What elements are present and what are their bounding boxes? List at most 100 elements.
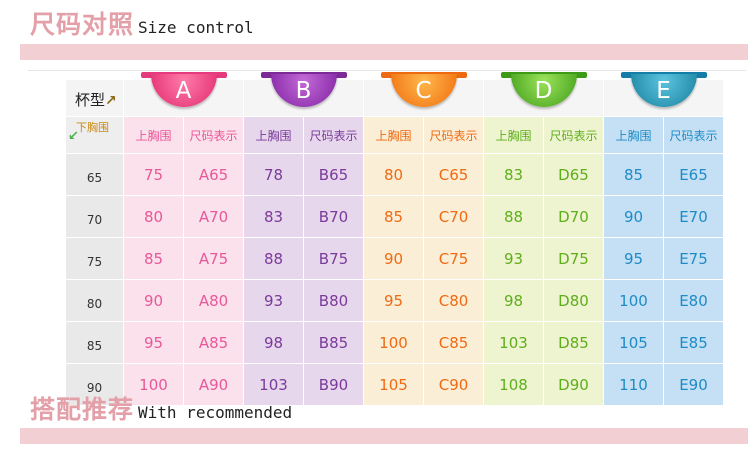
recommended-title-cn: 搭配推荐	[30, 395, 135, 424]
bust-value-c: 95	[363, 279, 424, 322]
size-label-a: 尺码表示	[183, 116, 244, 154]
size-code-a: A70	[183, 195, 244, 238]
bust-value-b: 98	[243, 321, 304, 364]
section-divider-band	[20, 428, 748, 444]
size-code-a: A75	[183, 237, 244, 280]
bust-value-e: 100	[603, 279, 664, 322]
cup-header-a: A	[123, 72, 244, 117]
cup-header-c: C	[363, 72, 484, 117]
cup-badge-a: A	[150, 74, 217, 107]
table-row: 85 95 A85 98 B85 100 C85 103 D85 105 E85	[65, 321, 724, 364]
arrow-down-left-icon: ↙	[68, 129, 79, 144]
cup-letter-c: C	[415, 77, 432, 104]
table-row: 80 90 A80 93 B80 95 C80 98 D80 100 E80	[65, 279, 724, 322]
bust-value-c: 85	[363, 195, 424, 238]
bust-value-d: 83	[483, 153, 544, 196]
table-row: 75 85 A75 88 B75 90 C75 93 D75 95 E75	[65, 237, 724, 280]
size-code-b: B70	[303, 195, 364, 238]
cup-letter-b: B	[295, 77, 312, 104]
size-code-c: C70	[423, 195, 484, 238]
table-row: 90 100 A90 103 B90 105 C90 108 D90 110 E…	[65, 363, 724, 406]
size-code-a: A65	[183, 153, 244, 196]
cup-letter-a: A	[175, 77, 192, 104]
size-code-a: A80	[183, 279, 244, 322]
cup-header-d: D	[483, 72, 604, 117]
section-divider-band	[20, 44, 748, 60]
underbust-value: 80	[65, 279, 124, 322]
size-code-d: D90	[543, 363, 604, 406]
size-code-b: B80	[303, 279, 364, 322]
underbust-value: 85	[65, 321, 124, 364]
underbust-label: 下胸围	[76, 121, 109, 134]
size-label-e: 尺码表示	[663, 116, 724, 154]
size-code-e: E70	[663, 195, 724, 238]
bust-value-d: 93	[483, 237, 544, 280]
size-code-c: C65	[423, 153, 484, 196]
divider-line	[28, 70, 746, 71]
bust-value-c: 105	[363, 363, 424, 406]
size-code-c: C80	[423, 279, 484, 322]
bust-value-a: 80	[123, 195, 184, 238]
bust-value-e: 90	[603, 195, 664, 238]
cup-type-label: 杯型	[75, 90, 106, 109]
bust-value-a: 75	[123, 153, 184, 196]
size-code-d: D75	[543, 237, 604, 280]
bust-value-e: 105	[603, 321, 664, 364]
cup-header-e: E	[603, 72, 724, 117]
size-code-e: E90	[663, 363, 724, 406]
size-code-c: C90	[423, 363, 484, 406]
bust-value-c: 80	[363, 153, 424, 196]
bust-label-e: 上胸围	[603, 116, 664, 154]
recommended-title-en: With recommended	[138, 403, 293, 422]
size-code-c: C85	[423, 321, 484, 364]
size-code-d: D70	[543, 195, 604, 238]
size-code-e: E80	[663, 279, 724, 322]
underbust-value: 70	[65, 195, 124, 238]
size-code-e: E85	[663, 321, 724, 364]
bust-value-d: 88	[483, 195, 544, 238]
table-row: 70 80 A70 83 B70 85 C70 88 D70 90 E70	[65, 195, 724, 238]
bust-value-c: 90	[363, 237, 424, 280]
bust-value-e: 110	[603, 363, 664, 406]
cup-badge-c: C	[390, 74, 457, 107]
bust-label-c: 上胸围	[363, 116, 424, 154]
bust-label-a: 上胸围	[123, 116, 184, 154]
arrow-up-right-icon: ↗	[105, 92, 117, 109]
cup-badge-e: E	[630, 74, 697, 107]
size-code-b: B65	[303, 153, 364, 196]
recommended-heading: 搭配推荐 With recommended	[30, 397, 292, 422]
size-code-b: B75	[303, 237, 364, 280]
bust-label-d: 上胸围	[483, 116, 544, 154]
bust-value-b: 83	[243, 195, 304, 238]
bust-value-d: 103	[483, 321, 544, 364]
underbust-value: 90	[65, 363, 124, 406]
cup-header-b: B	[243, 72, 364, 117]
size-code-c: C75	[423, 237, 484, 280]
underbust-label-cell: 下胸围 ↙	[65, 116, 124, 154]
size-code-b: B85	[303, 321, 364, 364]
bust-value-b: 78	[243, 153, 304, 196]
cup-letter-e: E	[656, 77, 671, 104]
bust-value-e: 95	[603, 237, 664, 280]
underbust-value: 75	[65, 237, 124, 280]
size-label-c: 尺码表示	[423, 116, 484, 154]
subheader-row: 下胸围 ↙ 上胸围 尺码表示 上胸围 尺码表示 上胸围 尺码表示 上胸围 尺码表…	[65, 116, 724, 154]
size-label-b: 尺码表示	[303, 116, 364, 154]
bust-value-a: 95	[123, 321, 184, 364]
underbust-value: 65	[65, 153, 124, 196]
bust-value-b: 103	[243, 363, 304, 406]
bust-value-a: 100	[123, 363, 184, 406]
cup-badge-b: B	[270, 74, 337, 107]
bust-value-b: 88	[243, 237, 304, 280]
bust-value-e: 85	[603, 153, 664, 196]
bust-value-d: 98	[483, 279, 544, 322]
table-row: 65 75 A65 78 B65 80 C65 83 D65 85 E65	[65, 153, 724, 196]
bust-value-c: 100	[363, 321, 424, 364]
cup-badge-d: D	[510, 74, 577, 107]
size-code-b: B90	[303, 363, 364, 406]
bust-label-b: 上胸围	[243, 116, 304, 154]
cup-type-label-cell: 杯型↗	[65, 79, 124, 117]
size-control-heading: 尺码对照 Size control	[30, 12, 254, 37]
size-label-d: 尺码表示	[543, 116, 604, 154]
size-code-a: A85	[183, 321, 244, 364]
